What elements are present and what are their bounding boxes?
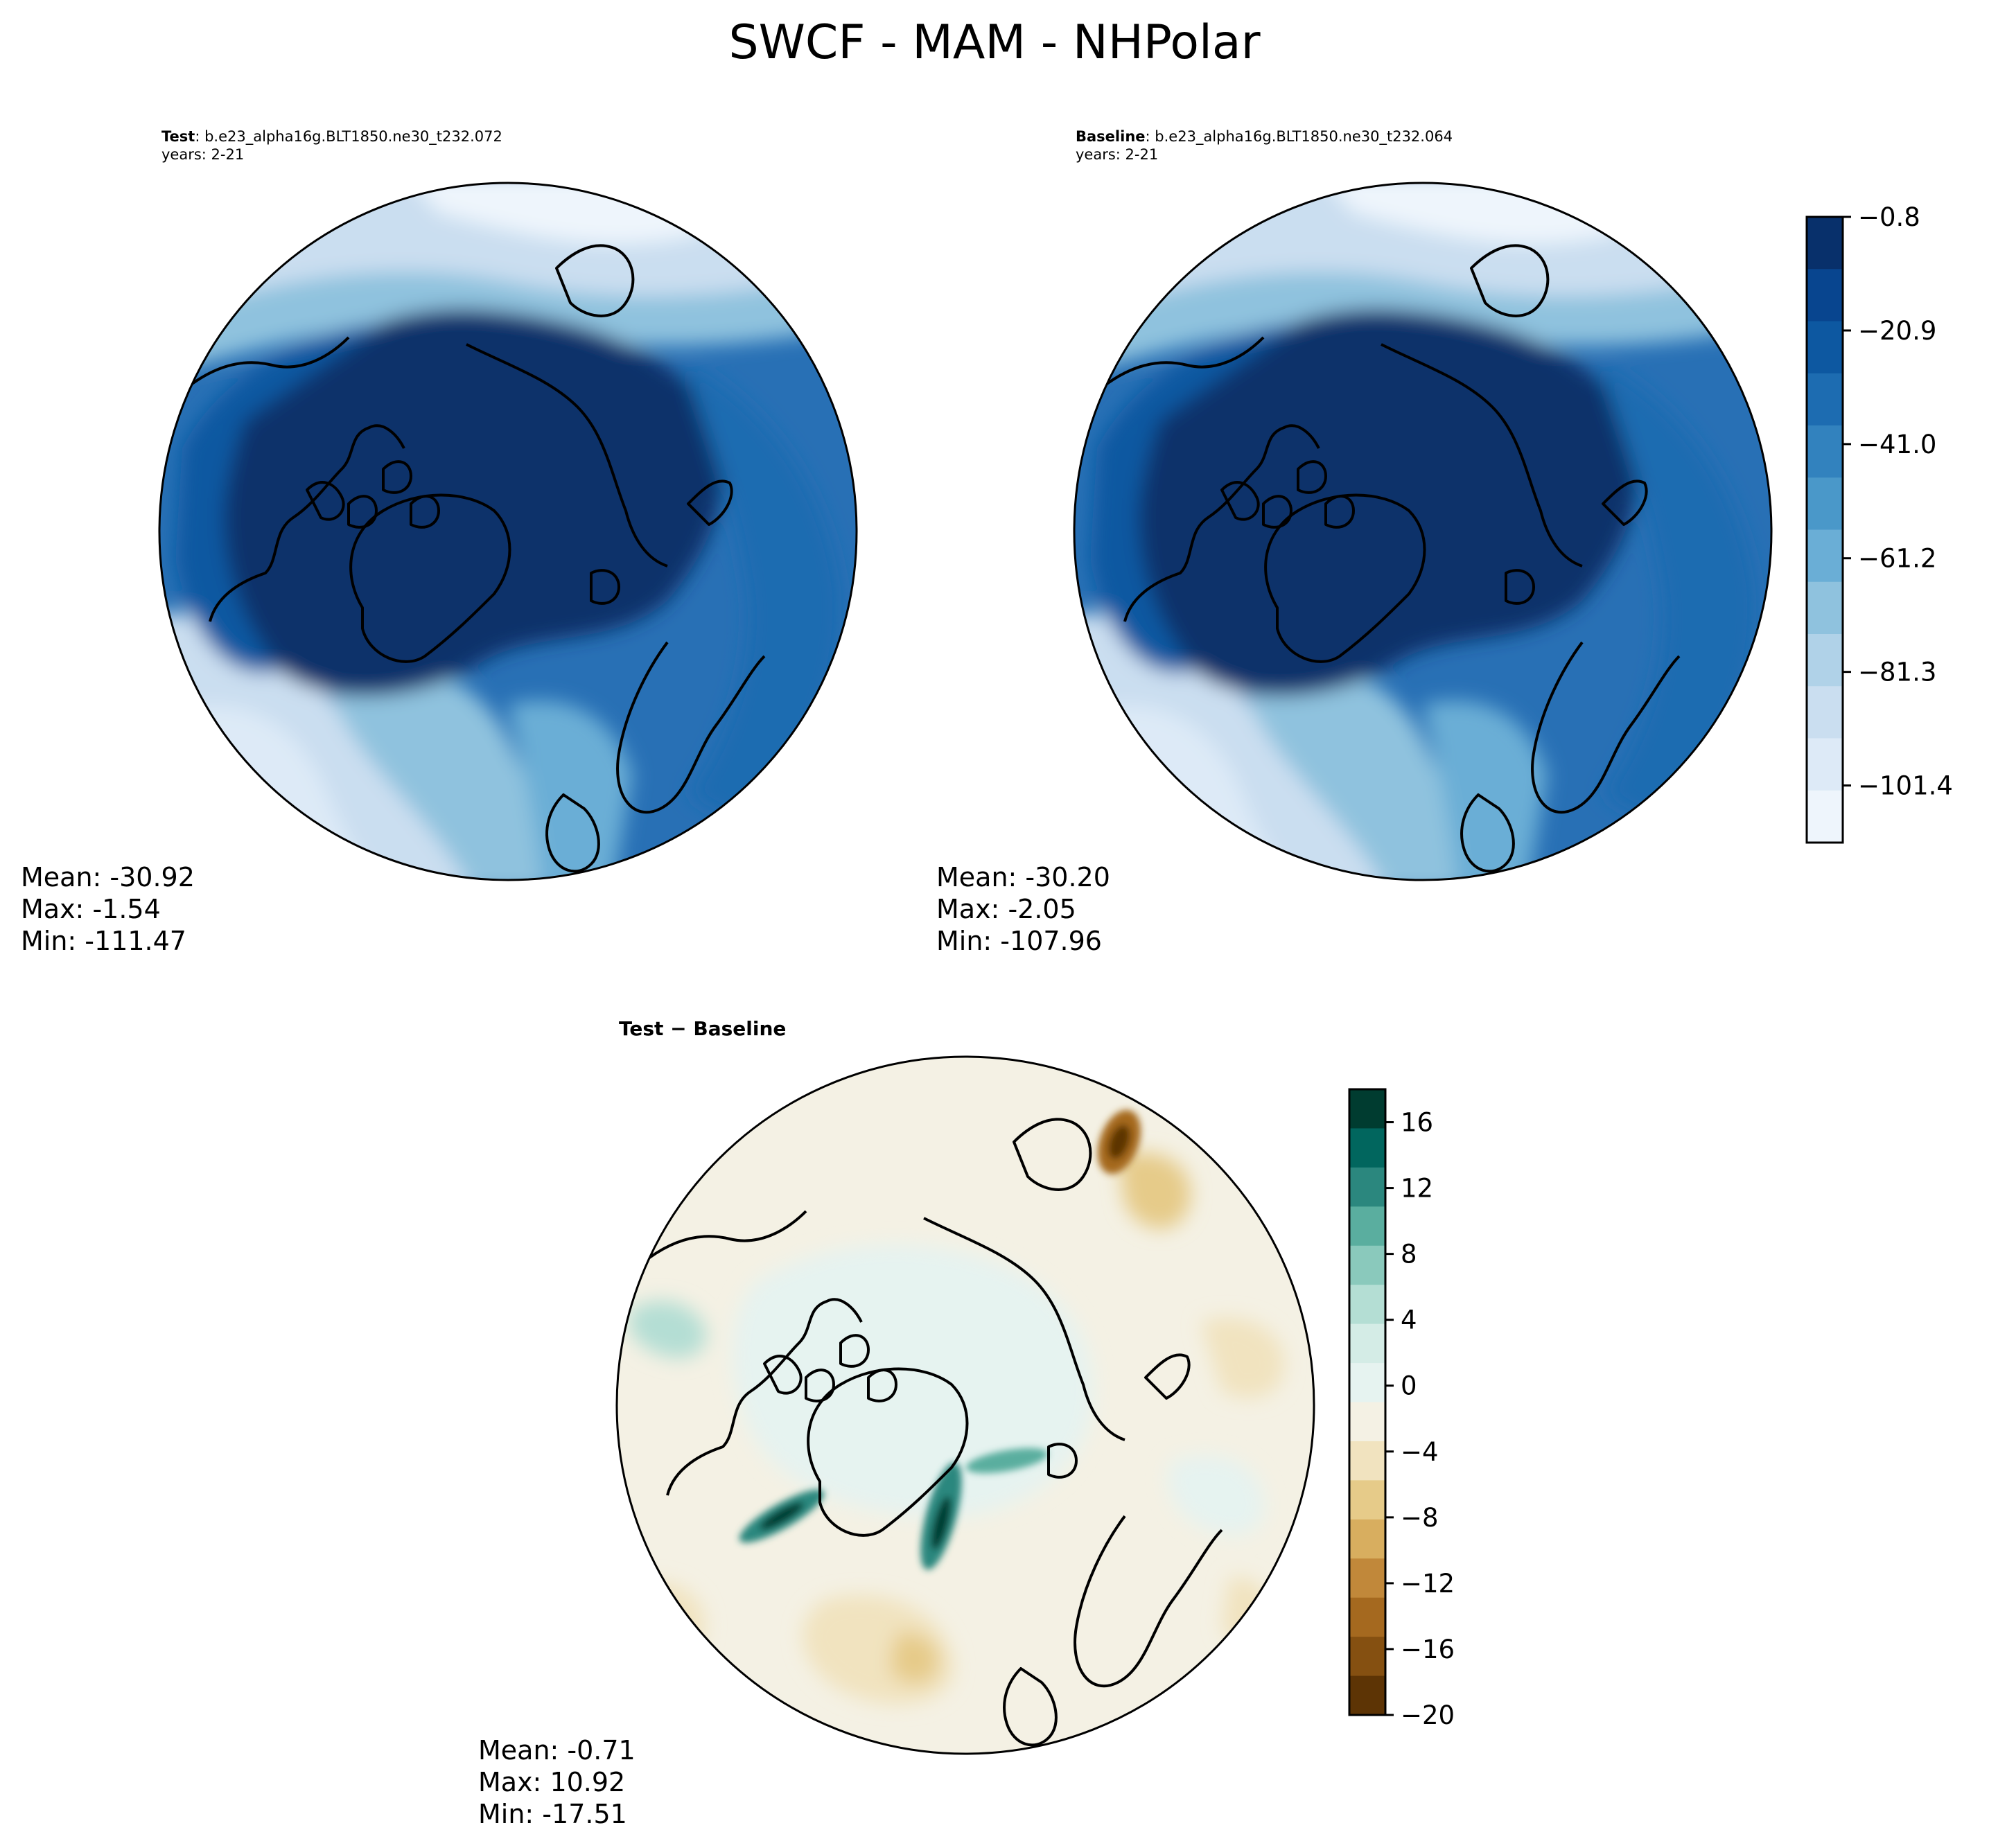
colorbar-tick-label: −20.9	[1858, 316, 1936, 346]
test-label: Test	[161, 128, 195, 145]
colorbar-swatch	[1807, 790, 1843, 843]
baseline-map-frame	[1073, 182, 1773, 881]
colorbar-swatch	[1349, 1167, 1385, 1207]
test-subheader: Test: b.e23_alpha16g.BLT1850.ne30_t232.0…	[161, 128, 502, 163]
colorbar-frame	[1805, 215, 1844, 844]
colorbar-swatch	[1807, 686, 1843, 739]
diff-map-frame	[615, 1055, 1315, 1755]
colorbar-swatch	[1349, 1637, 1385, 1677]
baseline-subheader: Baseline: b.e23_alpha16g.BLT1850.ne30_t2…	[1076, 128, 1453, 163]
colorbar-swatch	[1349, 1519, 1385, 1559]
colorbar-swatch	[1349, 1323, 1385, 1364]
blues-colorbar: −0.8 −20.9 −41.0 −61.2 −81.3 −101.4	[1805, 202, 1953, 844]
colorbar-swatch	[1349, 1558, 1385, 1599]
diff-stats: Mean: -0.71 Max: 10.92 Min: -17.51	[478, 1734, 636, 1830]
colorbar-tick-label: −16	[1401, 1635, 1455, 1664]
colorbar-swatch	[1807, 321, 1843, 374]
colorbar-swatch	[1349, 1597, 1385, 1637]
colorbar-swatch	[1349, 1480, 1385, 1520]
baseline-mean: Mean: -30.20	[936, 862, 1110, 892]
baseline-case-name: b.e23_alpha16g.BLT1850.ne30_t232.064	[1155, 128, 1453, 145]
diff-map	[605, 1045, 1326, 1766]
colorbar-swatch	[1807, 217, 1843, 270]
colorbar-tick-label: −81.3	[1858, 658, 1936, 687]
baseline-min: Min: -107.96	[936, 926, 1102, 956]
colorbar-tick-label: −20	[1401, 1700, 1455, 1730]
test-mean: Mean: -30.92	[21, 862, 195, 892]
colorbar-tick-label: 16	[1401, 1108, 1433, 1138]
colorbar-swatch	[1807, 529, 1843, 583]
colorbar-tick-label: −41.0	[1858, 430, 1936, 459]
colorbar-tick-label: 0	[1401, 1371, 1417, 1401]
colorbar-tick-label: 4	[1401, 1305, 1417, 1335]
colorbar-tick-label: −61.2	[1858, 544, 1936, 574]
diff-mean: Mean: -0.71	[478, 1735, 636, 1766]
baseline-years: years: 2-21	[1076, 146, 1159, 163]
colorbar-swatch	[1349, 1363, 1385, 1402]
colorbar-tick-label: 8	[1401, 1240, 1417, 1269]
colorbar-swatch	[1807, 269, 1843, 322]
diff-max: Max: 10.92	[478, 1767, 626, 1797]
colorbar-tick-label: −4	[1401, 1437, 1439, 1467]
test-map-frame	[158, 182, 858, 881]
colorbar-swatch	[1349, 1245, 1385, 1285]
test-min: Min: -111.47	[21, 926, 186, 956]
colorbar-swatch	[1349, 1675, 1385, 1716]
diff-subheader: Test − Baseline	[619, 1017, 787, 1040]
brbg-colorbar: 16 12 8 4 0 −4 −8 −12 −16 −20	[1348, 1088, 1455, 1730]
colorbar-swatch	[1807, 634, 1843, 687]
test-max: Max: -1.54	[21, 894, 161, 924]
colorbar-swatch	[1349, 1402, 1385, 1442]
colorbar-tick-label: −0.8	[1858, 202, 1920, 232]
colorbar-swatch	[1349, 1206, 1385, 1247]
baseline-max: Max: -2.05	[936, 894, 1076, 924]
colorbar-tick-label: −101.4	[1858, 771, 1953, 801]
baseline-map	[1062, 171, 1783, 892]
test-case-name: b.e23_alpha16g.BLT1850.ne30_t232.072	[204, 128, 502, 145]
colorbar-swatch	[1807, 373, 1843, 426]
colorbar-swatch	[1349, 1089, 1385, 1129]
colorbar-swatch	[1349, 1441, 1385, 1481]
colorbar-swatch	[1807, 425, 1843, 478]
colorbar-swatch	[1349, 1285, 1385, 1325]
colorbar-frame	[1348, 1088, 1387, 1716]
colorbar-swatch	[1349, 1128, 1385, 1168]
colorbar-tick-label: −8	[1401, 1503, 1439, 1533]
figure-title: SWCF - MAM - NHPolar	[728, 15, 1261, 70]
test-stats: Mean: -30.92 Max: -1.54 Min: -111.47	[21, 861, 195, 957]
colorbar-tick-label: 12	[1401, 1174, 1433, 1204]
colorbar-swatch	[1807, 477, 1843, 530]
diff-min: Min: -17.51	[478, 1799, 627, 1829]
test-years: years: 2-21	[161, 146, 245, 163]
test-map	[148, 171, 868, 892]
colorbar-swatch	[1807, 581, 1843, 635]
baseline-stats: Mean: -30.20 Max: -2.05 Min: -107.96	[936, 861, 1110, 957]
baseline-label: Baseline	[1076, 128, 1146, 145]
colorbar-swatch	[1807, 738, 1843, 791]
colorbar-tick-label: −12	[1401, 1569, 1455, 1599]
